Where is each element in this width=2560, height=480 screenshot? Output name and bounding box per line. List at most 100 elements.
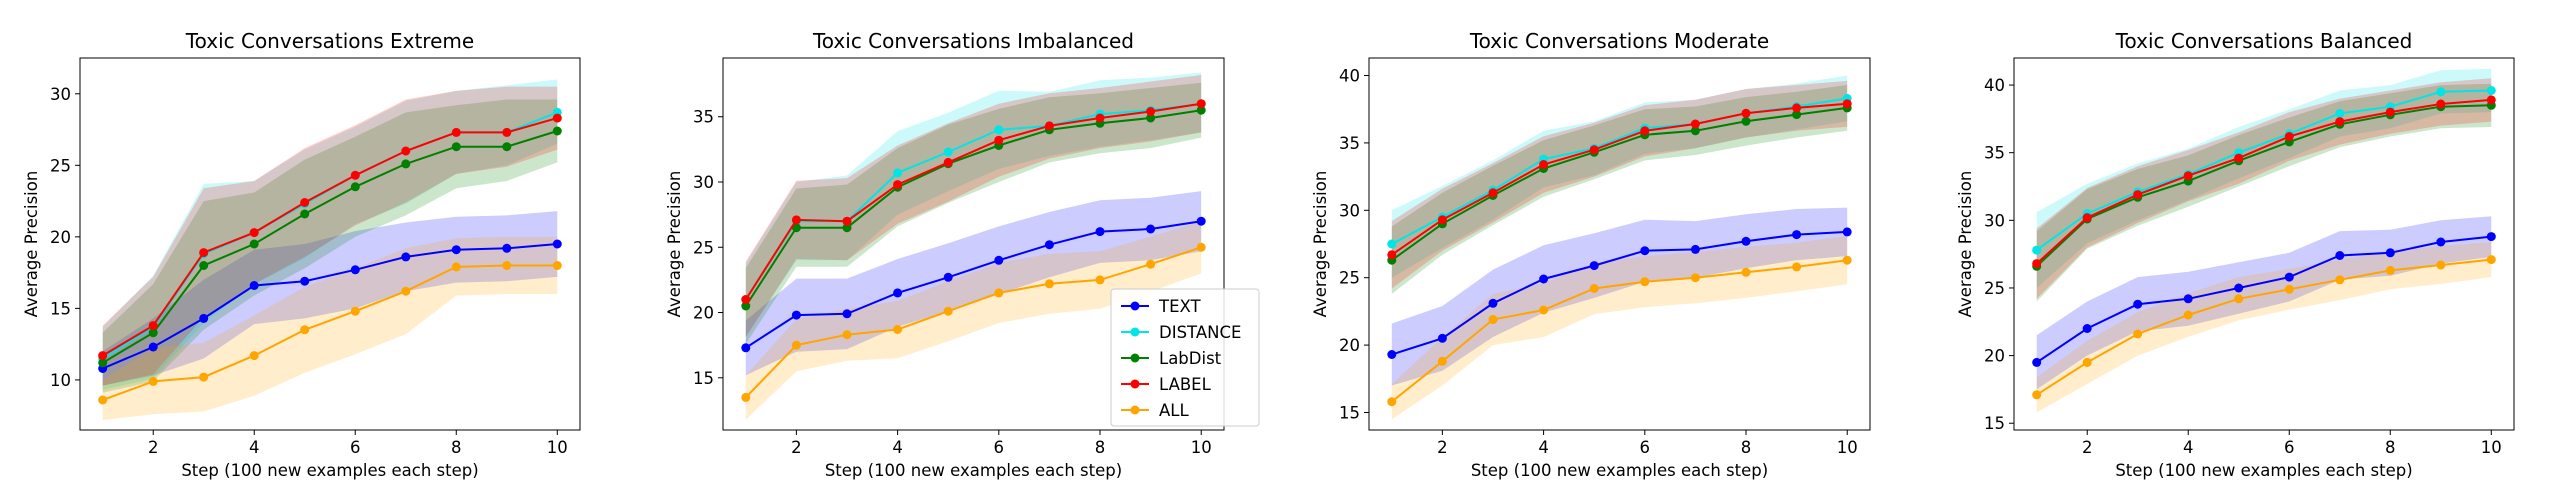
x-tick-label: 2 (1437, 438, 1448, 457)
data-point-all (893, 325, 903, 334)
y-tick-label: 35 (693, 108, 714, 127)
data-point-labdist (1792, 110, 1802, 120)
data-point-label (502, 127, 512, 137)
legend: TEXT DISTANCE LabDist LABEL ALL (1110, 288, 1260, 427)
band-labdist (745, 82, 1202, 344)
data-point-label (401, 146, 411, 156)
data-point-text (2335, 251, 2345, 260)
series-line-labdist (744, 109, 1202, 307)
data-point-text (2183, 294, 2193, 304)
data-point-distance (2032, 245, 2042, 255)
data-point-text (1792, 230, 1802, 240)
data-point-text (502, 243, 512, 253)
data-point-text (199, 313, 209, 323)
y-tick-label: 25 (1984, 279, 2005, 298)
y-axis-label: Average Precision (1956, 171, 1975, 318)
data-point-label (842, 216, 852, 226)
data-point-labdist (842, 223, 852, 233)
data-point-text (401, 252, 411, 262)
data-point-text (2385, 248, 2395, 258)
band-labdist (1391, 85, 1848, 294)
x-tick-label: 8 (451, 438, 462, 457)
band-label (1391, 80, 1848, 289)
legend-box (1110, 288, 1260, 427)
data-point-text (1387, 350, 1397, 359)
plot-area (98, 79, 562, 420)
data-point-text (1095, 227, 1105, 237)
data-point-label (1640, 126, 1650, 136)
y-axis-label: Average Precision (1311, 171, 1330, 318)
data-point-all (2133, 329, 2143, 339)
data-point-text (350, 265, 360, 275)
data-point-labdist (401, 159, 411, 169)
data-point-label (1437, 215, 1447, 225)
data-point-all (350, 306, 360, 316)
data-point-label (1539, 160, 1549, 169)
y-tick-label: 35 (1984, 144, 2005, 163)
data-point-label (1095, 113, 1105, 123)
data-point-all (1488, 315, 1498, 324)
data-point-all (2486, 255, 2496, 265)
data-point-text (893, 288, 903, 298)
data-point-label (148, 321, 158, 331)
data-point-all (1842, 255, 1852, 265)
data-point-label (791, 215, 801, 225)
y-axis-label: Average Precision (665, 171, 684, 318)
data-point-all (2234, 294, 2244, 304)
data-point-distance (2436, 87, 2446, 97)
data-point-all (2183, 310, 2193, 320)
data-point-text (1196, 216, 1206, 226)
x-tick-label: 6 (350, 438, 361, 457)
x-tick-label: 8 (2385, 438, 2396, 457)
data-point-all (1792, 262, 1802, 272)
x-tick-label: 8 (1741, 438, 1752, 457)
band-all (2036, 242, 2492, 413)
series-line-label (744, 102, 1202, 301)
data-point-label (2486, 95, 2496, 105)
data-point-text (1589, 261, 1599, 271)
series-line-all (745, 246, 1202, 399)
legend-marker-label (1130, 379, 1140, 389)
data-point-text (2082, 324, 2092, 333)
data-point-label (1792, 103, 1802, 113)
data-point-text (994, 255, 1004, 265)
data-point-labdist (249, 239, 259, 249)
band-text (745, 191, 1202, 376)
data-point-label (451, 127, 461, 137)
axes-frame (1368, 57, 1871, 431)
legend-marker-distance (1130, 327, 1140, 337)
data-point-label (300, 198, 310, 207)
data-point-all (2032, 390, 2042, 400)
data-point-text (2032, 357, 2042, 367)
data-point-label (1842, 99, 1852, 109)
x-tick-label: 4 (1538, 438, 1549, 457)
data-point-all (1589, 284, 1599, 293)
series-line-all (1391, 259, 1848, 403)
data-point-text (300, 276, 310, 286)
data-point-text (451, 245, 461, 255)
x-tick-label: 2 (2082, 438, 2093, 457)
data-point-text (1437, 333, 1447, 343)
x-tick-label: 10 (1191, 438, 1212, 457)
series-line-labdist (102, 130, 558, 364)
data-point-labdist (1690, 126, 1700, 136)
data-point-text (1044, 240, 1054, 250)
data-point-all (1044, 279, 1054, 289)
y-tick-label: 30 (693, 173, 714, 192)
x-tick-label: 6 (994, 438, 1005, 457)
data-point-label (943, 157, 953, 167)
data-point-all (2335, 275, 2345, 285)
data-point-all (249, 351, 259, 361)
series-line-label (102, 117, 558, 357)
data-point-label (2436, 99, 2446, 109)
legend-label-text: TEXT (1158, 297, 1202, 316)
data-point-text (1539, 274, 1549, 284)
y-tick-label: 30 (50, 85, 71, 104)
data-point-label (2385, 107, 2395, 117)
data-point-all (300, 325, 310, 335)
axes-frame (722, 57, 1225, 431)
data-point-all (148, 376, 158, 386)
legend-marker-labdist (1130, 353, 1140, 363)
y-tick-label: 30 (1984, 211, 2005, 230)
